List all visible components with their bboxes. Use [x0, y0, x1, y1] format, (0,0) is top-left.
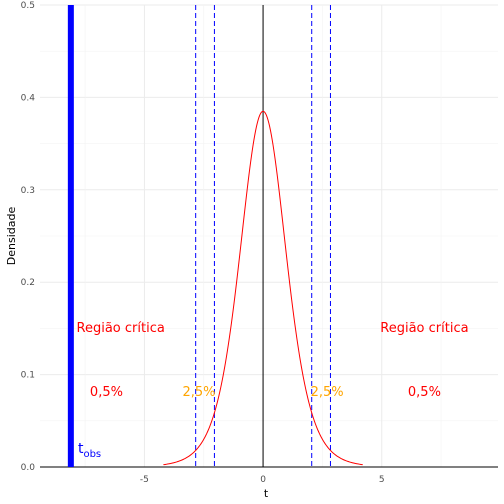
y-tick-label: 0.0 — [21, 463, 36, 473]
x-axis-title: t — [264, 487, 269, 500]
tick-labels: -5 0 5 0.0 0.1 0.2 0.3 0.4 0.5 — [21, 1, 385, 485]
t-observed-label: tobs — [78, 441, 101, 460]
annotations: Região crítica Região crítica 0,5% 2,5% … — [77, 321, 469, 460]
percent-label-left-inner: 2,5% — [182, 385, 215, 400]
percent-label-right-outer: 0,5% — [408, 385, 441, 400]
y-tick-label: 0.4 — [21, 93, 36, 103]
y-tick-label: 0.5 — [21, 1, 35, 11]
percent-label-right-inner: 2,5% — [311, 385, 344, 400]
region-label-right: Região crítica — [380, 321, 468, 336]
region-label-left: Região crítica — [77, 321, 165, 336]
y-tick-label: 0.3 — [21, 186, 35, 196]
y-tick-label: 0.1 — [21, 371, 35, 381]
x-tick-label: 0 — [260, 475, 266, 485]
t-observed-subscript: obs — [83, 449, 101, 460]
density-curve — [163, 110, 363, 466]
y-axis-title: Densidade — [5, 207, 18, 266]
t-observed-main: t — [78, 441, 84, 457]
reference-lines — [40, 5, 498, 468]
percent-label-left-outer: 0,5% — [90, 385, 123, 400]
y-tick-label: 0.2 — [21, 278, 35, 288]
x-tick-label: 5 — [379, 475, 385, 485]
x-tick-label: -5 — [140, 475, 149, 485]
